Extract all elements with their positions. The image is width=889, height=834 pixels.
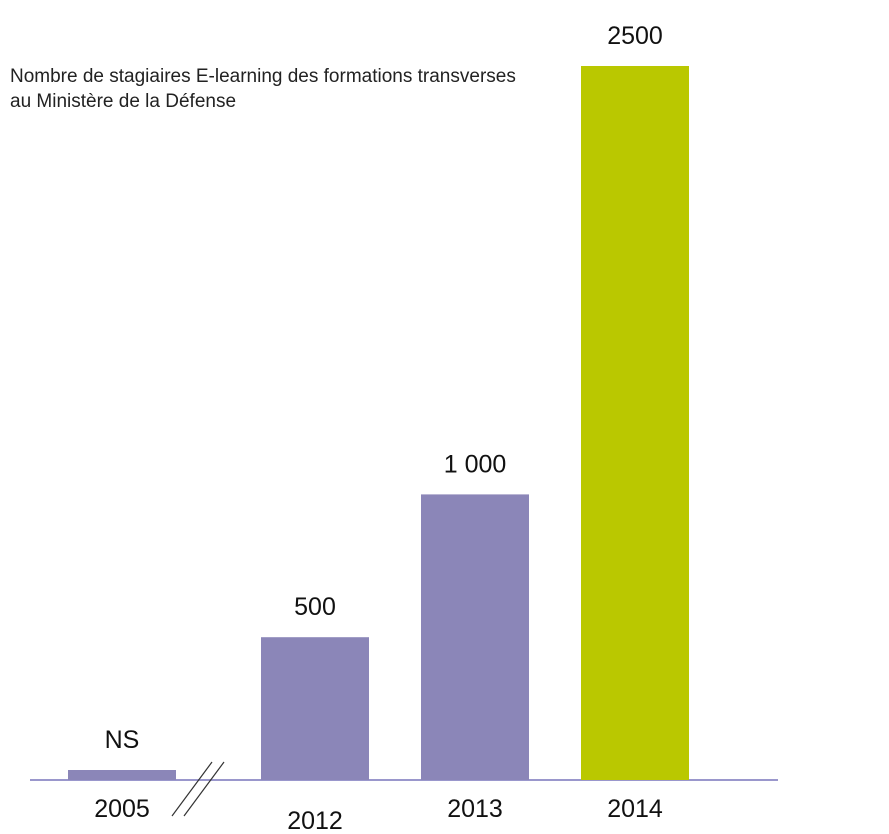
value-label: NS xyxy=(105,726,140,754)
x-tick-label: 2012 xyxy=(287,807,343,834)
x-tick-label: 2005 xyxy=(94,795,150,823)
chart-title: Nombre de stagiaires E-learning des form… xyxy=(10,66,516,112)
axis-break xyxy=(183,761,225,817)
x-tick-label: 2013 xyxy=(447,795,503,823)
bar xyxy=(68,770,176,780)
axis-break xyxy=(171,761,213,817)
value-label: 1 000 xyxy=(444,450,507,478)
bar xyxy=(581,66,689,780)
value-label: 500 xyxy=(294,593,336,621)
bar xyxy=(421,494,529,780)
x-tick-label: 2014 xyxy=(607,795,663,823)
bar xyxy=(261,637,369,780)
value-label: 2500 xyxy=(607,22,663,50)
